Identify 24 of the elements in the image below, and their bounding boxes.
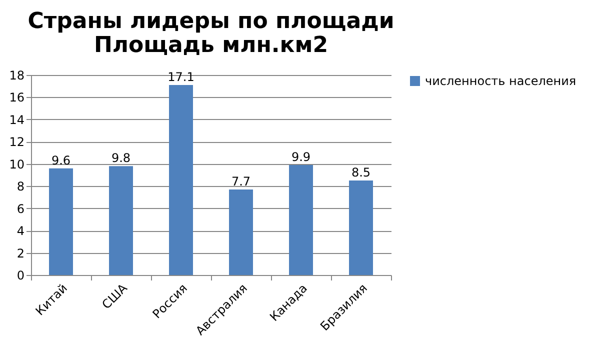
bar bbox=[109, 166, 133, 275]
data-label: 7.7 bbox=[231, 174, 251, 188]
legend-label: численность населения bbox=[425, 74, 576, 88]
y-tick-label: 10 bbox=[9, 157, 24, 172]
y-tick-label: 14 bbox=[9, 112, 24, 127]
data-label: 17.1 bbox=[168, 70, 194, 84]
bar bbox=[169, 85, 193, 275]
chart-title: Страны лидеры по площади Площадь млн.км2 bbox=[28, 9, 394, 58]
data-label: 9.6 bbox=[51, 153, 71, 168]
bar bbox=[289, 165, 313, 275]
y-tick-label: 12 bbox=[9, 135, 24, 150]
data-label: 9.8 bbox=[111, 151, 131, 166]
y-tick-label: 18 bbox=[9, 68, 24, 82]
bar bbox=[49, 168, 73, 275]
y-tick-label: 8 bbox=[16, 180, 24, 194]
y-tick-label: 16 bbox=[9, 90, 24, 105]
y-tick-label: 2 bbox=[16, 246, 24, 260]
data-label: 8.5 bbox=[351, 166, 371, 180]
y-tick-label: 6 bbox=[16, 202, 24, 216]
y-tick-label: 4 bbox=[16, 224, 24, 238]
bar bbox=[229, 189, 253, 275]
data-label: 9.9 bbox=[291, 150, 311, 164]
y-tick-label: 0 bbox=[16, 268, 24, 282]
bar bbox=[349, 180, 373, 275]
